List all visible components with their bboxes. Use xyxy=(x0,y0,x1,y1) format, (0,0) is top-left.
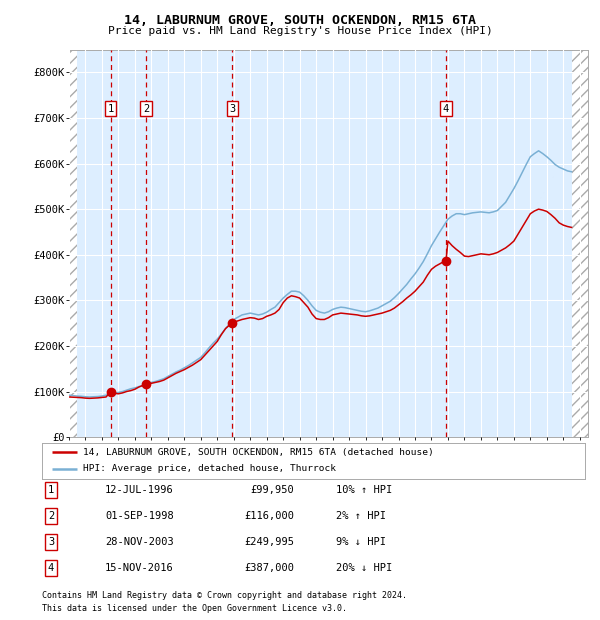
Text: Contains HM Land Registry data © Crown copyright and database right 2024.: Contains HM Land Registry data © Crown c… xyxy=(42,590,407,600)
Text: £387,000: £387,000 xyxy=(244,563,294,573)
Text: 3: 3 xyxy=(48,537,54,547)
Text: 2: 2 xyxy=(48,511,54,521)
Text: 2: 2 xyxy=(143,104,149,114)
Text: 15-NOV-2016: 15-NOV-2016 xyxy=(105,563,174,573)
Text: 28-NOV-2003: 28-NOV-2003 xyxy=(105,537,174,547)
Bar xyxy=(572,50,600,437)
Text: 4: 4 xyxy=(443,104,449,114)
Text: 14, LABURNUM GROVE, SOUTH OCKENDON, RM15 6TA (detached house): 14, LABURNUM GROVE, SOUTH OCKENDON, RM15… xyxy=(83,448,433,457)
Text: £249,995: £249,995 xyxy=(244,537,294,547)
Text: 9% ↓ HPI: 9% ↓ HPI xyxy=(336,537,386,547)
Text: 20% ↓ HPI: 20% ↓ HPI xyxy=(336,563,392,573)
Text: 2% ↑ HPI: 2% ↑ HPI xyxy=(336,511,386,521)
Text: HPI: Average price, detached house, Thurrock: HPI: Average price, detached house, Thur… xyxy=(83,464,336,474)
Text: Price paid vs. HM Land Registry's House Price Index (HPI): Price paid vs. HM Land Registry's House … xyxy=(107,26,493,36)
Text: £99,950: £99,950 xyxy=(250,485,294,495)
Text: 1: 1 xyxy=(107,104,114,114)
Text: 4: 4 xyxy=(48,563,54,573)
Text: 12-JUL-1996: 12-JUL-1996 xyxy=(105,485,174,495)
Text: 01-SEP-1998: 01-SEP-1998 xyxy=(105,511,174,521)
Text: This data is licensed under the Open Government Licence v3.0.: This data is licensed under the Open Gov… xyxy=(42,603,347,613)
Text: 14, LABURNUM GROVE, SOUTH OCKENDON, RM15 6TA: 14, LABURNUM GROVE, SOUTH OCKENDON, RM15… xyxy=(124,14,476,27)
Text: £116,000: £116,000 xyxy=(244,511,294,521)
Bar xyxy=(69,50,77,437)
Text: 1: 1 xyxy=(48,485,54,495)
Text: 3: 3 xyxy=(229,104,235,114)
Text: 10% ↑ HPI: 10% ↑ HPI xyxy=(336,485,392,495)
